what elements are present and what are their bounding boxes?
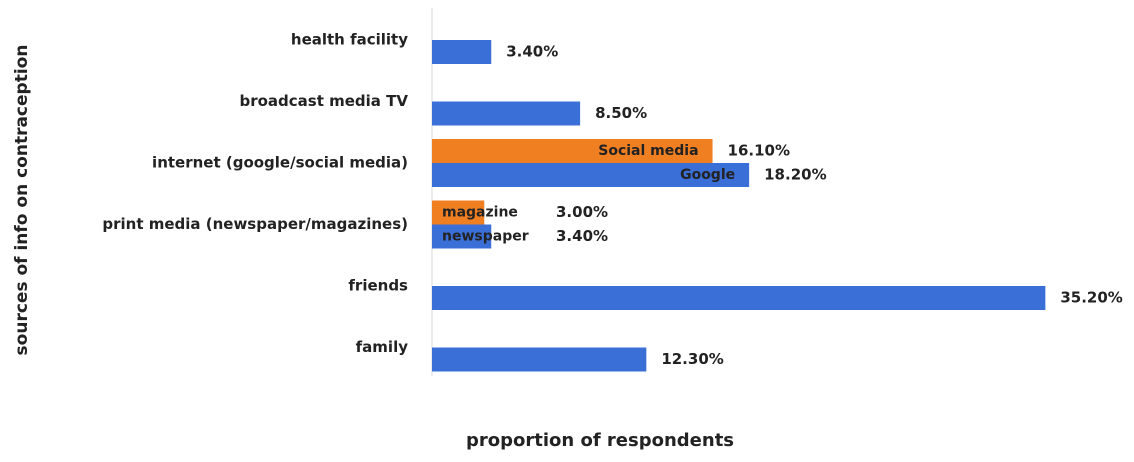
bar	[432, 200, 485, 225]
y-tick-label: friends	[348, 277, 408, 295]
bar	[432, 163, 750, 187]
bar-label: newspaper	[442, 229, 529, 245]
value-label: 18.20%	[764, 166, 826, 184]
bar-label: magazine	[442, 205, 518, 221]
value-label: 3.40%	[506, 43, 558, 61]
y-tick-label: print media (newspaper/magazines)	[102, 215, 408, 233]
value-label: 8.50%	[595, 104, 647, 122]
value-label: 12.30%	[661, 350, 723, 368]
bar-label: Social media	[598, 143, 698, 159]
y-tick-label: family	[356, 338, 409, 356]
y-tick-label: broadcast media TV	[239, 92, 408, 110]
y-tick-label: internet (google/social media)	[152, 154, 408, 172]
bar	[432, 224, 492, 249]
value-label: 16.10%	[728, 142, 790, 160]
y-tick-label: health facility	[291, 31, 408, 49]
value-label: 3.00%	[556, 203, 608, 221]
bar	[432, 101, 581, 126]
x-axis-title: proportion of respondents	[466, 430, 734, 451]
bar	[432, 139, 713, 163]
value-label: 35.20%	[1060, 289, 1122, 307]
value-label: 3.40%	[556, 227, 608, 245]
bar	[432, 286, 1046, 310]
y-axis-title: sources of info on contraception	[12, 45, 32, 356]
bar	[432, 40, 492, 64]
bar	[432, 347, 647, 372]
bar-label: Google	[680, 167, 735, 183]
